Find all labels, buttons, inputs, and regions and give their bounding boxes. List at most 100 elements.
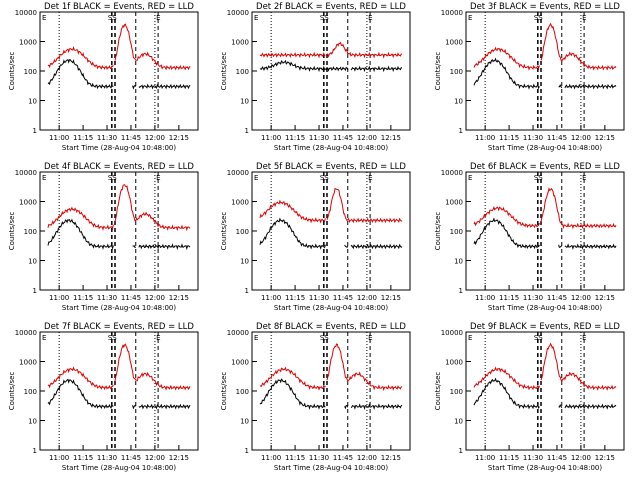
y-axis-label: Counts/sec	[8, 212, 16, 251]
y-tick-label: 10	[454, 258, 463, 266]
annotation-label: E	[368, 174, 372, 182]
panel-det-9: Det 9f BLACK = Events, RED = LLD 1 10 100 10…	[434, 322, 625, 472]
x-axis-label: Start Time (28-Aug-04 10:48:00)	[62, 144, 176, 152]
annotation-label: E	[156, 14, 160, 22]
y-tick-label: 100	[450, 388, 463, 396]
x-tick-label: 12:15	[595, 454, 615, 462]
series-red-line	[473, 342, 617, 391]
y-tick-label: 1000	[231, 359, 249, 367]
x-tick-label: 11:15	[285, 294, 305, 302]
series-black-line	[259, 378, 403, 410]
y-tick-label: 1000	[231, 39, 249, 47]
x-tick-label: 11:30	[523, 454, 543, 462]
annotation-label: SS	[320, 14, 329, 22]
annotation-label: SS	[534, 334, 543, 342]
plot-frame	[465, 171, 625, 291]
series-black-line	[473, 377, 617, 410]
panel-title: Det 4f BLACK = Events, RED = LLD	[44, 162, 194, 172]
x-tick-label: 11:45	[547, 134, 567, 142]
x-tick-label: 11:45	[121, 294, 141, 302]
x-tick-label: 12:00	[357, 454, 377, 462]
y-tick-label: 1000	[231, 199, 249, 207]
x-axis-label: Start Time (28-Aug-04 10:48:00)	[488, 144, 602, 152]
panel-title: Det 3f BLACK = Events, RED = LLD	[470, 2, 620, 12]
x-tick-label: 12:00	[145, 294, 165, 302]
annotation-label: E	[254, 334, 258, 342]
panel-title: Det 2f BLACK = Events, RED = LLD	[256, 2, 406, 12]
x-tick-label: 12:00	[357, 134, 377, 142]
x-tick-label: 12:00	[145, 454, 165, 462]
x-tick-label: 11:15	[73, 454, 93, 462]
y-tick-label: 100	[236, 68, 249, 76]
y-tick-label: 10000	[441, 329, 463, 337]
y-tick-label: 1000	[19, 359, 37, 367]
x-tick-label: 11:15	[499, 294, 519, 302]
plot-frame	[465, 11, 625, 131]
y-axis-label: Counts/sec	[434, 212, 442, 251]
y-tick-label: 10000	[441, 169, 463, 177]
y-tick-label: 10000	[15, 329, 37, 337]
series-black-line	[473, 217, 617, 250]
y-tick-label: 100	[450, 228, 463, 236]
y-axis-label: Counts/sec	[220, 52, 228, 91]
y-tick-label: 1	[459, 287, 463, 295]
y-tick-label: 1000	[19, 39, 37, 47]
x-axis-label: Start Time (28-Aug-04 10:48:00)	[274, 304, 388, 312]
series-red-line	[47, 184, 191, 232]
annotation-label: SS	[320, 174, 329, 182]
x-tick-label: 12:15	[381, 134, 401, 142]
plot-frame	[251, 171, 411, 291]
x-tick-label: 12:15	[595, 294, 615, 302]
series-red-line	[259, 41, 403, 59]
x-tick-label: 11:00	[261, 294, 281, 302]
x-tick-label: 11:15	[285, 454, 305, 462]
series-red-line	[473, 22, 617, 71]
annotation-label: SS	[108, 334, 117, 342]
x-axis-label: Start Time (28-Aug-04 10:48:00)	[488, 304, 602, 312]
y-tick-label: 100	[24, 388, 37, 396]
x-tick-label: 11:30	[309, 134, 329, 142]
y-tick-label: 1	[459, 127, 463, 135]
x-tick-label: 11:30	[309, 294, 329, 302]
y-axis-label: Counts/sec	[434, 52, 442, 91]
x-axis-label: Start Time (28-Aug-04 10:48:00)	[488, 464, 602, 472]
y-tick-label: 100	[24, 68, 37, 76]
panel-title: Det 7f BLACK = Events, RED = LLD	[44, 322, 194, 332]
panel-det-7: Det 7f BLACK = Events, RED = LLD 1 10 100 10…	[8, 322, 199, 472]
panel-det-8: Det 8f BLACK = Events, RED = LLD 1 10 100 10…	[220, 322, 411, 472]
y-axis-label: Counts/sec	[8, 52, 16, 91]
x-axis-label: Start Time (28-Aug-04 10:48:00)	[274, 464, 388, 472]
y-tick-label: 10000	[227, 329, 249, 337]
annotation-label: SS	[534, 14, 543, 22]
y-tick-label: 10	[28, 98, 37, 106]
series-black-line	[473, 57, 617, 90]
annotation-label: E	[156, 334, 160, 342]
plot-frame	[39, 331, 199, 451]
annotation-label: E	[368, 334, 372, 342]
x-tick-label: 11:15	[499, 134, 519, 142]
y-tick-label: 1	[459, 447, 463, 455]
y-tick-label: 1	[33, 287, 37, 295]
y-tick-label: 100	[236, 388, 249, 396]
plot-frame	[39, 11, 199, 131]
y-tick-label: 10	[28, 258, 37, 266]
panel-title: Det 8f BLACK = Events, RED = LLD	[256, 322, 406, 332]
series-red-line	[259, 343, 403, 392]
y-tick-label: 10000	[441, 9, 463, 17]
x-tick-label: 12:15	[169, 454, 189, 462]
y-axis-label: Counts/sec	[220, 212, 228, 251]
panel-title: Det 6f BLACK = Events, RED = LLD	[470, 162, 620, 172]
y-tick-label: 10	[240, 98, 249, 106]
annotation-label: E	[254, 174, 258, 182]
y-tick-label: 10	[454, 98, 463, 106]
y-tick-label: 10000	[15, 9, 37, 17]
y-tick-label: 1	[245, 447, 249, 455]
series-red-line	[473, 187, 617, 230]
annotation-label: E	[582, 174, 586, 182]
y-tick-label: 10000	[227, 169, 249, 177]
plot-frame	[251, 331, 411, 451]
x-tick-label: 11:30	[97, 134, 117, 142]
x-tick-label: 11:45	[333, 454, 353, 462]
x-tick-label: 12:00	[571, 294, 591, 302]
series-black-line	[47, 58, 191, 90]
